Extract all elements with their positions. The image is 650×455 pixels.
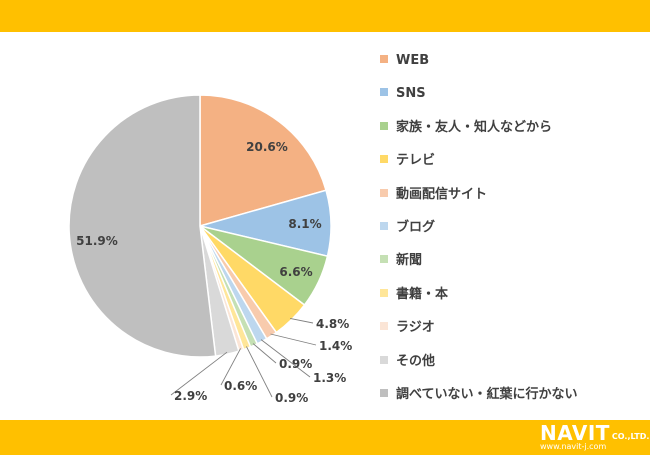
footer-band [0, 420, 650, 455]
leader-line-9 [220, 348, 241, 386]
logo-url: www.navit-j.com [540, 442, 607, 451]
header-band [0, 0, 650, 32]
data-label-6: 1.3% [313, 371, 346, 385]
data-label-3: 6.6% [279, 265, 312, 279]
leader-line-6 [260, 339, 311, 378]
legend-swatch [380, 55, 388, 63]
data-label-5: 1.4% [319, 339, 352, 353]
legend-swatch [380, 322, 388, 331]
leader-line-10 [170, 351, 228, 396]
legend-item-4: テレビ [380, 152, 435, 170]
data-label-4: 4.8% [316, 317, 349, 331]
legend-label: ラジオ [396, 320, 435, 336]
leader-line-7 [252, 343, 277, 364]
data-label-11: 51.9% [76, 234, 118, 248]
legend-swatch [380, 155, 388, 164]
legend-label: ブログ [396, 220, 436, 235]
pie-slice-1 [199, 94, 327, 227]
legend-label: WEB [396, 53, 430, 68]
legend-swatch [380, 255, 388, 264]
logo-text: NAVIT [540, 421, 610, 445]
leader-line-8 [245, 346, 273, 398]
legend-label: テレビ [396, 153, 436, 169]
legend-swatch [380, 389, 388, 397]
legend-label: 調べていない・紅葉に行かない [396, 387, 578, 402]
legend-swatch [380, 288, 388, 297]
pie-chart: 20.6% 8.1% 6.6% 4.8% 1.4% 1.3% 0.9% 0.9% 0.6% 2.9… [0, 32, 650, 420]
legend-item-7: 新聞 [380, 252, 422, 270]
legend-swatch [380, 355, 388, 364]
legend-item-8: 書籍・本 [380, 286, 448, 304]
legend-item-9: ラジオ [380, 319, 435, 337]
leader-line-5 [270, 333, 317, 346]
pie-chart-svg: 20.6%8.1%6.6%4.8%1.4%1.3%0.9%0.9%0.6%2.9… [68, 94, 352, 405]
data-label-8: 0.9% [275, 391, 308, 405]
data-label-9: 0.6% [224, 379, 257, 393]
legend-label: SNS [396, 86, 426, 102]
legend-item-1: WEB [380, 52, 429, 70]
legend-label: 家族・友人・知人などから [396, 119, 553, 135]
data-label-1: 20.6% [246, 140, 288, 154]
pie-slice-11 [68, 94, 217, 358]
legend-item-6: ブログ [380, 219, 435, 237]
legend-label: 書籍・本 [396, 286, 449, 302]
leader-line-4 [290, 317, 314, 324]
logo-suffix: CO.,LTD. [611, 432, 650, 441]
legend-swatch [380, 88, 388, 97]
legend-item-11: 調べていない・紅葉に行かない [380, 386, 577, 404]
legend-item-5: 動画配信サイト [380, 186, 487, 204]
legend-item-3: 家族・友人・知人などから [380, 119, 552, 137]
legend-swatch [380, 188, 388, 197]
legend-label: 動画配信サイト [396, 186, 488, 202]
data-label-2: 8.1% [288, 217, 321, 231]
legend-label: 新聞 [396, 253, 423, 269]
data-label-7: 0.9% [279, 357, 312, 371]
legend-swatch [380, 121, 388, 130]
legend-item-10: その他 [380, 353, 435, 371]
legend-label: その他 [396, 353, 436, 369]
navit-logo: NAVIT CO.,LTD. www.navit-j.com [540, 423, 649, 452]
legend-swatch [380, 222, 388, 230]
logo-mark: NAVIT CO.,LTD. [540, 423, 649, 447]
legend-item-2: SNS [380, 85, 426, 103]
data-label-10: 2.9% [174, 389, 207, 403]
